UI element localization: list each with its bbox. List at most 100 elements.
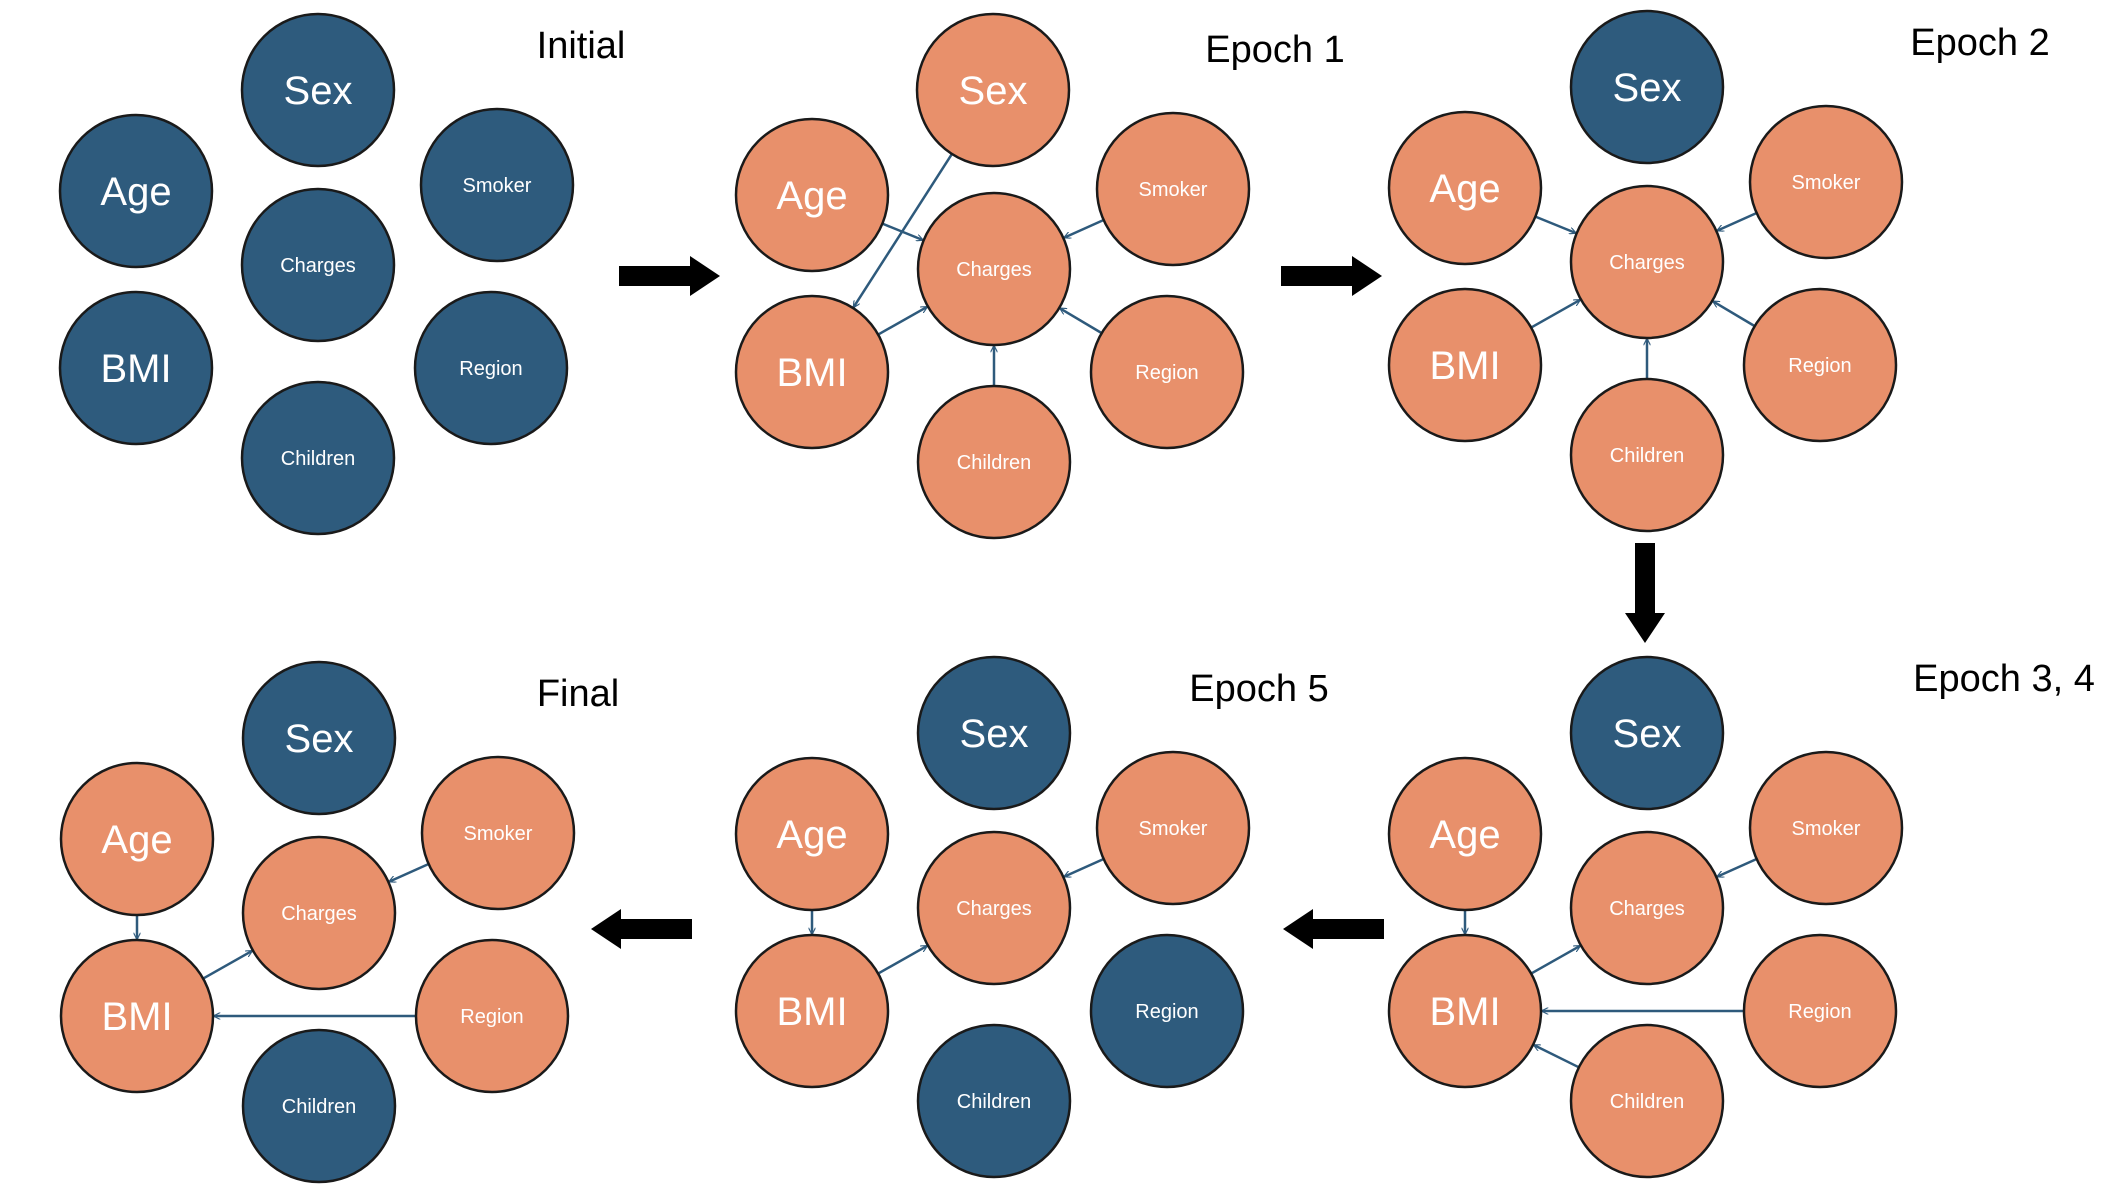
node-circle-active (734, 756, 890, 912)
node-circle-active (1748, 750, 1904, 906)
node-smoker: Smoker (1748, 750, 1904, 906)
node-bmi: BMI (1387, 287, 1543, 443)
node-age: Age (59, 761, 215, 917)
node-bmi: BMI (59, 938, 215, 1094)
node-label: Age (776, 174, 847, 218)
panel-initial: Sex Age Smoker Charges BMI Region Children Init… (58, 12, 625, 536)
edge-smoker-to-charges (1717, 211, 1758, 231)
node-smoker: Smoker (419, 107, 575, 263)
node-bmi: BMI (1387, 933, 1543, 1089)
node-sex: Sex (240, 12, 396, 168)
node-label: BMI (100, 347, 171, 391)
node-circle-inactive (241, 1028, 397, 1184)
node-label: Sex (284, 69, 353, 113)
edge-age-to-charges (1534, 215, 1575, 233)
node-sex: Sex (916, 655, 1072, 811)
node-charges: Charges (916, 830, 1072, 986)
node-circle-inactive (240, 187, 396, 343)
panel-epoch34: Sex Age Smoker Charges BMI Region Children Epoc… (1387, 655, 2095, 1179)
node-smoker: Smoker (1748, 104, 1904, 260)
node-children: Children (916, 384, 1072, 540)
node-circle-active (1387, 287, 1543, 443)
node-circle-active (916, 830, 1072, 986)
node-charges: Charges (1569, 830, 1725, 986)
node-label: Charges (956, 898, 1032, 920)
node-label: Charges (280, 255, 356, 277)
node-circle-active (734, 117, 890, 273)
node-circle-inactive (1089, 933, 1245, 1089)
node-label: Sex (1613, 66, 1682, 110)
node-circle-active (1742, 933, 1898, 1089)
edge-smoker-to-charges (389, 862, 430, 882)
node-label: Children (1610, 445, 1684, 467)
panel-epoch1: Sex Age Smoker Charges BMI Region Children Epoc… (734, 12, 1345, 540)
edges (812, 857, 1105, 975)
node-circle-active (59, 938, 215, 1094)
node-label: Charges (281, 903, 357, 925)
edge-bmi-to-charges (877, 944, 927, 975)
node-age: Age (734, 117, 890, 273)
edge-children-to-bmi (1534, 1044, 1580, 1069)
node-circle-active (1095, 111, 1251, 267)
node-circle-active (59, 761, 215, 917)
node-charges: Charges (241, 835, 397, 991)
node-label: Charges (956, 259, 1032, 281)
node-region: Region (1742, 933, 1898, 1089)
node-label: Smoker (463, 175, 532, 197)
node-circle-active (414, 938, 570, 1094)
node-children: Children (1569, 377, 1725, 533)
node-smoker: Smoker (420, 755, 576, 911)
node-label: Sex (1613, 712, 1682, 756)
node-label: BMI (101, 995, 172, 1039)
node-region: Region (1089, 294, 1245, 450)
panel-title: Final (537, 673, 619, 715)
node-age: Age (734, 756, 890, 912)
panel-epoch2: Sex Age Smoker Charges BMI Region Children Epoc… (1387, 9, 2050, 533)
node-label: Region (460, 1006, 523, 1028)
node-circle-inactive (1569, 655, 1725, 811)
node-label: Sex (285, 717, 354, 761)
node-bmi: BMI (58, 290, 214, 446)
node-circle-inactive (916, 1023, 1072, 1179)
node-circle-inactive (241, 660, 397, 816)
node-circle-active (916, 384, 1072, 540)
edge-region-to-charges (1060, 307, 1103, 335)
panel-title: Epoch 1 (1205, 29, 1344, 71)
node-label: Smoker (1792, 172, 1861, 194)
panel-final: Sex Age Smoker Charges BMI Region Children Fina… (59, 660, 619, 1184)
edge-region-to-charges (1713, 300, 1756, 328)
node-children: Children (1569, 1023, 1725, 1179)
node-sex: Sex (915, 12, 1071, 168)
node-circle-active (1089, 294, 1245, 450)
node-label: Smoker (1139, 179, 1208, 201)
node-circle-inactive (916, 655, 1072, 811)
node-smoker: Smoker (1095, 111, 1251, 267)
node-children: Children (240, 380, 396, 536)
node-label: Age (1429, 167, 1500, 211)
node-circle-active (734, 933, 890, 1089)
panel-epoch5: Sex Age Smoker Charges BMI Region Children Epoc… (734, 655, 1329, 1179)
node-circle-active (1742, 287, 1898, 443)
node-circle-inactive (240, 12, 396, 168)
node-region: Region (1742, 287, 1898, 443)
flow-arrows (591, 256, 1665, 949)
node-label: Smoker (1792, 818, 1861, 840)
node-circle-active (420, 755, 576, 911)
node-region: Region (1089, 933, 1245, 1089)
edge-bmi-to-charges (877, 305, 927, 336)
edges (1465, 857, 1758, 1069)
node-circle-active (1569, 377, 1725, 533)
edge-smoker-to-charges (1064, 857, 1105, 877)
node-charges: Charges (916, 191, 1072, 347)
node-label: Region (1788, 1001, 1851, 1023)
panel-title: Epoch 2 (1910, 22, 2049, 64)
node-label: Age (1429, 813, 1500, 857)
node-circle-active (1387, 933, 1543, 1089)
node-circle-inactive (413, 290, 569, 446)
node-label: Children (281, 448, 355, 470)
node-label: Charges (1609, 252, 1685, 274)
node-circle-active (1387, 110, 1543, 266)
node-smoker: Smoker (1095, 750, 1251, 906)
edge-bmi-to-charges (1530, 298, 1580, 329)
